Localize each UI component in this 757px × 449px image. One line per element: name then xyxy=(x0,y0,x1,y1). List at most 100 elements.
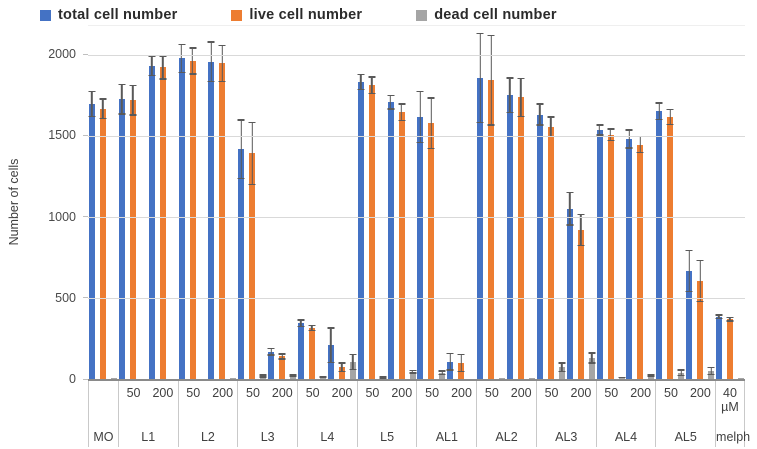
error-bar-cap-top xyxy=(368,76,376,78)
error-bar-stem xyxy=(311,324,313,332)
error-bar-dead xyxy=(289,373,297,377)
error-bar-cap-bot xyxy=(387,108,395,110)
error-bar-cap-bot xyxy=(715,317,723,320)
dose-label: 50 xyxy=(484,386,499,400)
gridline-1000 xyxy=(88,217,745,219)
error-bar-dead xyxy=(588,352,596,364)
error-bar-cap-top xyxy=(655,102,663,104)
y-tick-mark xyxy=(83,216,88,218)
error-bar-stem xyxy=(658,102,660,121)
bar-column-dead xyxy=(438,26,446,380)
bar-live xyxy=(159,67,166,380)
error-bar-cap-bot xyxy=(357,88,365,91)
error-bar-cap-top xyxy=(666,108,674,111)
error-bar-cap-top xyxy=(707,367,715,369)
error-bar-cap-top xyxy=(338,362,346,364)
legend-item-total: total cell number xyxy=(40,7,177,23)
bar-column-dead xyxy=(319,26,327,380)
error-bar-stem xyxy=(221,44,224,83)
error-bar-stem xyxy=(132,84,134,116)
error-bar-stem xyxy=(509,77,511,113)
error-bar-cap-bot xyxy=(677,374,685,376)
error-bar-total xyxy=(297,319,305,328)
bar-column-total xyxy=(596,26,604,380)
error-bar-live xyxy=(577,213,585,247)
bar-column-live xyxy=(189,26,196,380)
y-axis-title: Number of cells xyxy=(7,158,21,246)
error-bar-cap-bot xyxy=(267,354,275,356)
error-bar-stem xyxy=(251,121,253,186)
error-bar-live xyxy=(189,47,196,75)
bar-dead xyxy=(290,375,297,380)
bar-total xyxy=(626,138,633,380)
legend-swatch-live-icon xyxy=(231,9,243,21)
error-bar-cap-top xyxy=(178,43,185,46)
y-tick-label-500: 500 xyxy=(55,290,76,305)
error-bar-total xyxy=(178,43,185,74)
bar-total xyxy=(148,65,155,380)
error-bar-cap-bot xyxy=(558,370,566,372)
bar-column-live xyxy=(338,26,346,380)
bar-live xyxy=(607,134,614,380)
x-group-AL4: 50 200 AL4 xyxy=(595,381,656,447)
error-bar-cap-bot xyxy=(438,373,446,376)
error-bar-live xyxy=(607,128,615,142)
error-bar-stem xyxy=(568,191,571,226)
bar-column-total xyxy=(357,26,365,380)
bar-column-live xyxy=(487,26,495,380)
error-bar-live xyxy=(547,116,555,138)
error-bar-live xyxy=(338,362,346,372)
error-bar-dead xyxy=(319,375,327,379)
error-bar-total xyxy=(118,83,126,115)
error-bar-cap-bot xyxy=(319,377,327,379)
bar-dead xyxy=(260,375,267,380)
error-bar-stem xyxy=(598,124,601,136)
error-bar-cap-bot xyxy=(666,123,674,126)
group-label-L5: L5 xyxy=(380,430,395,444)
bar-column-total xyxy=(327,26,335,380)
error-bar-stem xyxy=(669,108,671,126)
error-bar-stem xyxy=(161,55,164,80)
bar-live xyxy=(488,80,495,380)
dose-label: 50 xyxy=(246,386,260,400)
error-bar-cap-bot xyxy=(707,373,715,376)
bar-clusters xyxy=(88,26,745,380)
error-bar-cap-bot xyxy=(259,376,267,378)
y-tick-mark xyxy=(83,53,88,55)
error-bar-stem xyxy=(150,55,153,77)
error-bar-cap-bot xyxy=(409,372,417,374)
bar-column-dead xyxy=(469,26,476,380)
error-bar-total xyxy=(536,103,544,126)
bar-column-total xyxy=(506,26,514,380)
error-bar-stem xyxy=(430,97,433,150)
bar-dead xyxy=(528,377,535,380)
bar-column-total xyxy=(536,26,544,380)
error-bar-dead xyxy=(618,376,626,379)
error-bar-cap-top xyxy=(327,327,335,329)
error-bar-cap-bot xyxy=(506,111,514,113)
bar-live xyxy=(189,60,196,380)
error-bar-total xyxy=(327,327,335,363)
bar-column-total xyxy=(655,26,663,380)
legend-swatch-dead-icon xyxy=(416,9,428,21)
dose-label: 50 xyxy=(664,386,678,400)
error-bar-cap-top xyxy=(487,34,495,37)
bar-column-dead xyxy=(230,26,237,380)
error-bar-stem xyxy=(479,32,481,124)
error-bar-stem xyxy=(699,259,701,303)
dose-label: 200 xyxy=(152,386,174,400)
x-group-AL5: 50 200 AL5 xyxy=(655,381,715,447)
dose-label-row: 50 200 xyxy=(119,381,178,400)
dose-label: 200 xyxy=(630,386,652,400)
error-bar-cap-bot xyxy=(189,73,196,75)
error-bar-cap-bot xyxy=(118,113,126,115)
error-bar-cap-bot xyxy=(588,362,596,364)
bar-dead xyxy=(618,377,625,380)
error-bar-stem xyxy=(460,354,462,372)
bar-column-live xyxy=(457,26,465,380)
bar-column-dead xyxy=(647,26,655,380)
bar-column-dead xyxy=(558,26,566,380)
error-bar-live xyxy=(487,34,495,126)
error-bar-total xyxy=(655,102,663,121)
bar-dead xyxy=(499,377,506,380)
